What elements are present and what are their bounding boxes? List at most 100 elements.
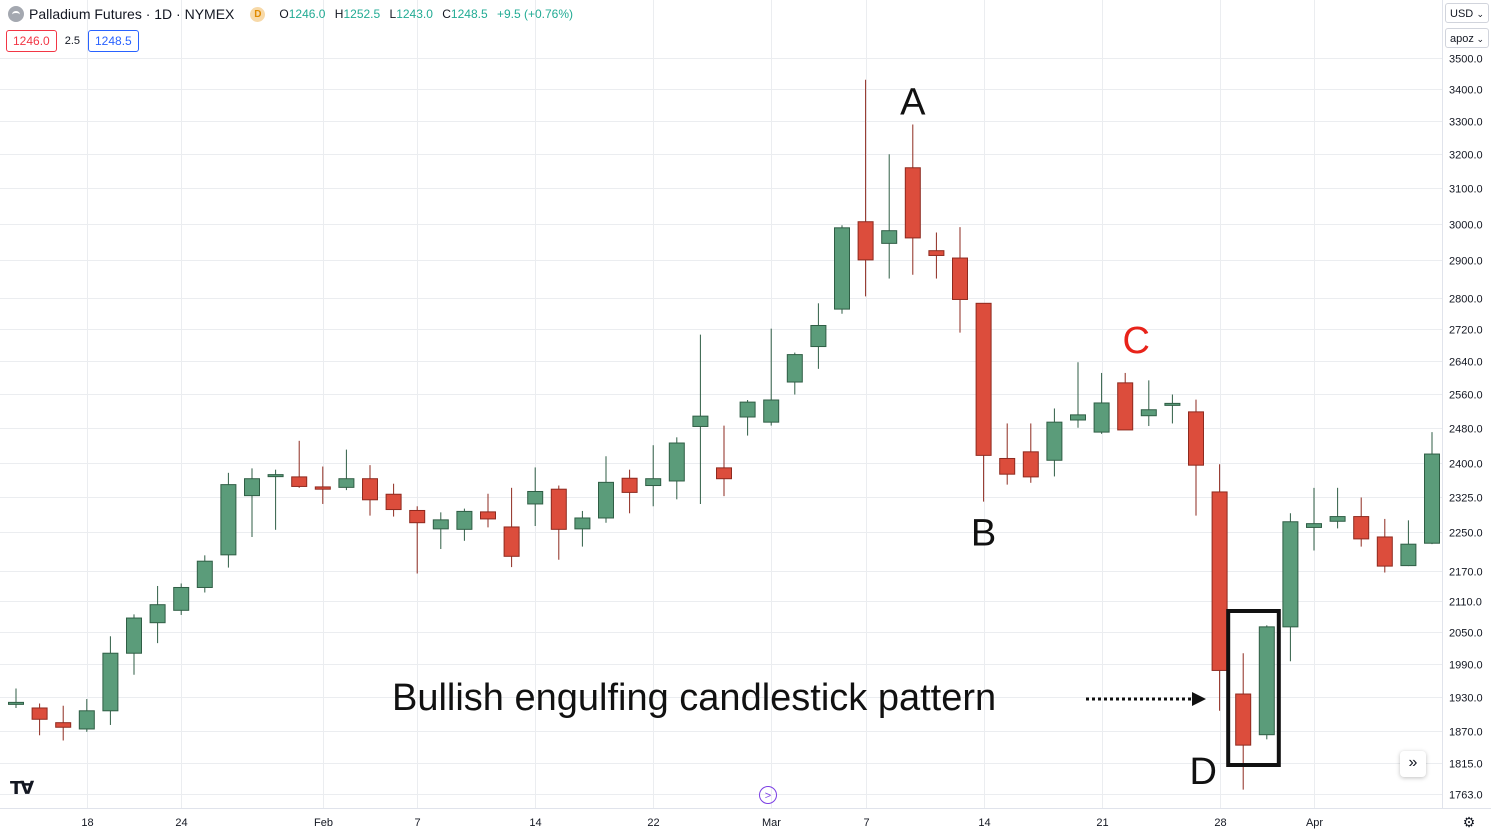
point-a-label: A	[900, 82, 926, 124]
price-tick-label: 2720.0	[1449, 325, 1483, 337]
price-tick-label: 2050.0	[1449, 628, 1483, 640]
price-tick-label: 2900.0	[1449, 256, 1483, 268]
time-tick-label: 14	[529, 817, 541, 829]
candle	[1070, 362, 1086, 428]
candle	[716, 425, 732, 497]
candle	[55, 705, 72, 741]
candle-body	[1117, 382, 1134, 431]
candle	[78, 699, 95, 732]
point-c-label: C	[1122, 320, 1149, 362]
price-tick-label: 2170.0	[1449, 567, 1483, 579]
palladium-symbol-icon	[8, 6, 24, 22]
price-tick-label: 2400.0	[1449, 459, 1483, 471]
price-tick-label: 2640.0	[1449, 357, 1483, 369]
price-tick-label: 2250.0	[1449, 528, 1483, 540]
candle-body	[928, 250, 945, 256]
trade-prices: 1246.0 2.5 1248.5	[6, 30, 139, 52]
candle-body	[527, 490, 544, 505]
candle-body	[716, 467, 732, 480]
candle-body	[244, 478, 260, 497]
candle-body	[1164, 402, 1181, 406]
candle-body	[314, 486, 331, 490]
price-tick-label: 1870.0	[1449, 727, 1483, 739]
tradingview-logo-icon[interactable]: T∀	[10, 778, 34, 799]
candle-body	[196, 560, 213, 588]
candle	[126, 614, 142, 675]
candle	[102, 636, 119, 725]
time-tick-label: Mar	[762, 817, 781, 829]
candle-body	[149, 604, 166, 624]
buy-price-button[interactable]: 1248.5	[88, 30, 139, 52]
scale-mode-dropdown[interactable]: apoz ⌄	[1445, 28, 1489, 48]
candle-body	[291, 476, 308, 487]
candle	[574, 510, 591, 547]
candle	[598, 456, 614, 523]
candle-body	[31, 707, 48, 720]
candle-body	[1329, 516, 1346, 522]
ohlc-readout: O1246.0 H1252.5 L1243.0 C1248.5 +9.5 (+0…	[279, 7, 574, 21]
open-value: 1246.0	[288, 7, 326, 21]
candle	[291, 440, 308, 488]
candle-body	[999, 457, 1016, 475]
candle-body	[598, 481, 614, 519]
candle-body	[267, 474, 284, 478]
candle-body	[881, 230, 898, 244]
chevron-down-icon: ⌄	[1476, 34, 1484, 44]
candle-body	[810, 324, 827, 348]
candle-body	[1306, 523, 1322, 528]
low-value: 1243.0	[396, 7, 433, 21]
chevron-down-icon: ⌄	[1476, 9, 1484, 19]
settings-gear-icon[interactable]: ⚙	[1462, 814, 1476, 830]
candle-body	[857, 221, 874, 261]
candle-body	[1424, 453, 1440, 544]
candle	[1400, 520, 1417, 567]
candle-body	[1235, 693, 1252, 746]
engulfing-highlight-box	[1226, 609, 1281, 767]
candle-body	[8, 701, 24, 705]
candle	[952, 227, 968, 333]
candle	[314, 466, 331, 504]
candle	[480, 493, 496, 528]
data-source-badge: D	[250, 6, 266, 22]
price-tick-label: 3500.0	[1449, 54, 1483, 66]
candle-body	[1282, 521, 1299, 628]
candle-body	[78, 710, 95, 730]
chart-header: Palladium Futures · 1D · NYMEX D O1246.0…	[8, 4, 579, 24]
candle-body	[338, 478, 355, 488]
time-tick-label: 22	[647, 817, 659, 829]
candle	[385, 483, 402, 517]
time-tick-label: 18	[81, 817, 93, 829]
price-tick-label: 1815.0	[1449, 759, 1483, 771]
candle-body	[173, 586, 190, 611]
sell-price-button[interactable]: 1246.0	[6, 30, 57, 52]
time-tick-label: Feb	[314, 817, 333, 829]
high-value: 1252.5	[343, 7, 381, 21]
candle	[1353, 497, 1370, 547]
time-tick-label: Apr	[1306, 817, 1323, 829]
candle	[338, 449, 355, 491]
change-value: +9.5 (+0.76%)	[496, 7, 574, 21]
candle	[550, 485, 567, 560]
go-to-date-icon[interactable]: >	[759, 786, 777, 804]
candle-body	[786, 354, 803, 383]
candle-body	[102, 652, 119, 712]
candle	[857, 79, 874, 297]
symbol-title[interactable]: Palladium Futures · 1D · NYMEX	[29, 6, 235, 22]
scale-mode-label: apoz	[1450, 33, 1474, 45]
candle	[810, 303, 827, 369]
candle	[1258, 625, 1275, 740]
candle	[1046, 408, 1063, 477]
candle	[1093, 372, 1110, 434]
pattern-caption: Bullish engulfing candlestick pattern	[392, 677, 996, 719]
candle	[1140, 380, 1157, 427]
price-tick-label: 1763.0	[1449, 790, 1483, 802]
caption-arrow-head	[1192, 692, 1206, 706]
candle	[267, 469, 284, 530]
candle	[456, 508, 473, 541]
scroll-to-realtime-icon[interactable]: »	[1400, 751, 1426, 777]
currency-dropdown[interactable]: USD ⌄	[1445, 3, 1489, 23]
candle	[173, 583, 190, 615]
candle	[763, 328, 780, 426]
candle	[220, 472, 237, 568]
